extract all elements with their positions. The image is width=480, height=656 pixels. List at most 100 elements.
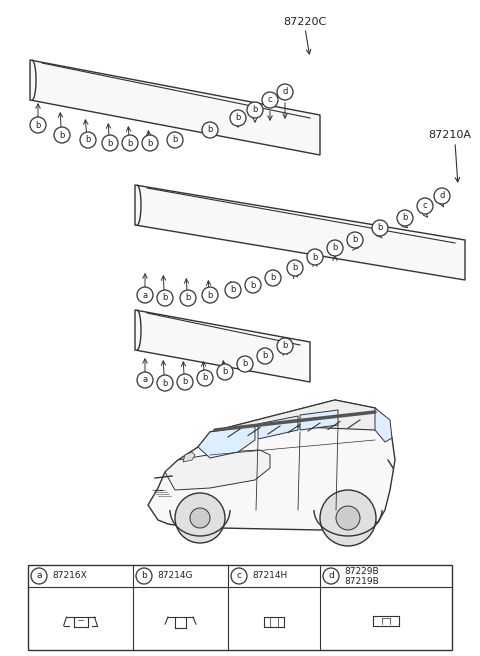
Circle shape [372,220,388,236]
Text: d: d [439,192,444,201]
Polygon shape [30,60,320,155]
Circle shape [202,122,218,138]
Polygon shape [148,400,395,530]
Text: b: b [162,379,168,388]
Circle shape [142,135,158,151]
Circle shape [217,364,233,380]
Text: b: b [282,342,288,350]
Circle shape [30,117,46,133]
Polygon shape [135,185,465,280]
Circle shape [307,249,323,265]
Circle shape [247,102,263,118]
Text: a: a [36,571,42,581]
Polygon shape [165,450,270,490]
Text: b: b [185,293,191,302]
Text: b: b [141,571,147,581]
Circle shape [245,277,261,293]
Text: b: b [352,236,358,245]
Circle shape [54,127,70,143]
Circle shape [137,287,153,303]
Circle shape [167,132,183,148]
Text: b: b [235,113,240,123]
Circle shape [180,290,196,306]
Circle shape [230,110,246,126]
Polygon shape [183,452,195,462]
Text: b: b [60,131,65,140]
Text: a: a [143,375,147,384]
Text: b: b [182,377,188,386]
Text: b: b [85,136,91,144]
Circle shape [262,92,278,108]
Polygon shape [258,416,298,439]
Text: b: b [332,243,338,253]
Text: b: b [250,281,256,289]
Text: b: b [230,285,236,295]
Circle shape [225,282,241,298]
Bar [28,565,452,650]
Polygon shape [198,425,255,458]
Circle shape [102,135,118,151]
Text: b: b [108,138,113,148]
Text: 87214H: 87214H [252,571,287,581]
Text: b: b [242,359,248,369]
Text: c: c [423,201,427,211]
Polygon shape [135,310,310,382]
Text: b: b [36,121,41,129]
Circle shape [137,372,153,388]
Circle shape [157,375,173,391]
Circle shape [31,568,47,584]
Polygon shape [210,400,385,440]
Text: b: b [172,136,178,144]
Text: b: b [222,367,228,377]
Text: b: b [207,291,213,300]
Text: b: b [262,352,268,361]
Text: b: b [252,106,258,115]
Polygon shape [300,410,338,430]
Text: 87210A: 87210A [429,130,471,140]
Text: b: b [127,138,132,148]
Text: b: b [270,274,276,283]
Circle shape [202,287,218,303]
Circle shape [347,232,363,248]
Text: d: d [328,571,334,581]
Circle shape [320,490,376,546]
Text: b: b [312,253,318,262]
Text: d: d [282,87,288,96]
Circle shape [122,135,138,151]
Text: c: c [268,96,272,104]
Circle shape [197,370,213,386]
Text: 87229B: 87229B [344,567,379,577]
Circle shape [417,198,433,214]
Text: c: c [237,571,241,581]
Circle shape [157,290,173,306]
Circle shape [175,493,225,543]
Text: b: b [202,373,208,382]
Circle shape [190,508,210,528]
Text: b: b [147,138,153,148]
Text: 87216X: 87216X [52,571,87,581]
Circle shape [287,260,303,276]
Text: b: b [207,125,213,134]
Circle shape [177,374,193,390]
Circle shape [80,132,96,148]
Polygon shape [375,408,392,442]
Text: 87219B: 87219B [344,577,379,586]
Circle shape [277,84,293,100]
Circle shape [136,568,152,584]
Circle shape [336,506,360,530]
Circle shape [265,270,281,286]
Circle shape [277,338,293,354]
Text: b: b [377,224,383,232]
Text: a: a [143,291,147,300]
Circle shape [231,568,247,584]
Circle shape [323,568,339,584]
Circle shape [237,356,253,372]
Text: 87214G: 87214G [157,571,192,581]
Circle shape [327,240,343,256]
Circle shape [434,188,450,204]
Text: 87220C: 87220C [283,17,326,27]
Circle shape [397,210,413,226]
Text: b: b [292,264,298,272]
Text: b: b [162,293,168,302]
Text: b: b [402,213,408,222]
